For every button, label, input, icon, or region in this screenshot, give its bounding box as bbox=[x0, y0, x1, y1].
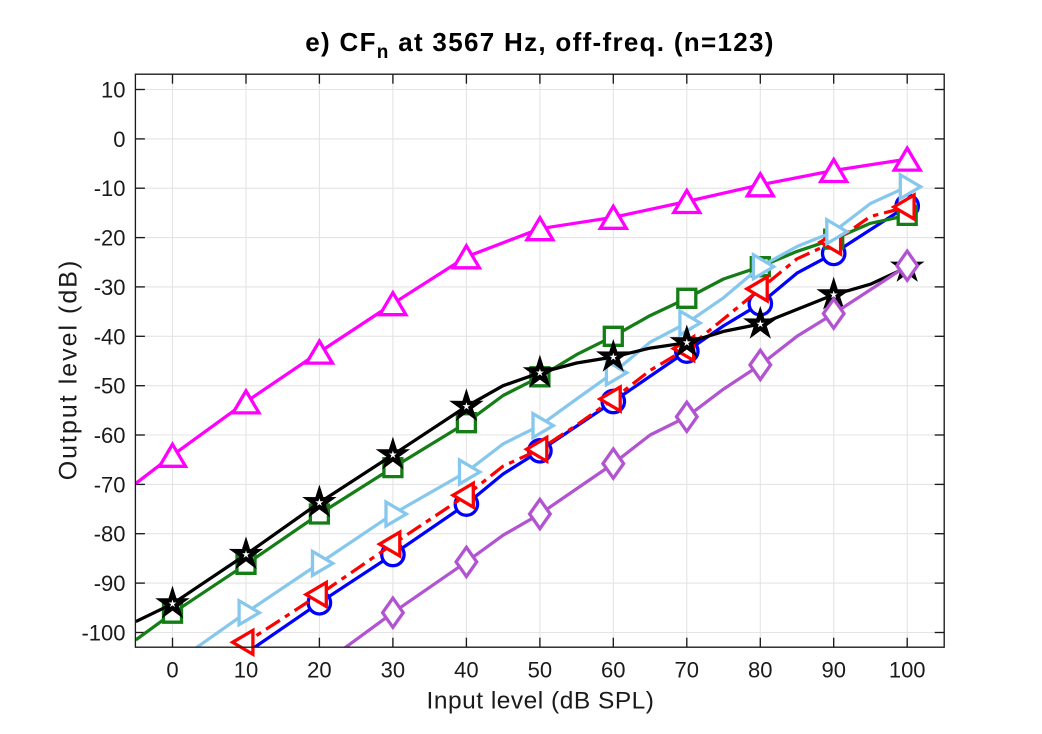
svg-text:Input level (dB SPL): Input level (dB SPL) bbox=[427, 688, 655, 715]
svg-text:-30: -30 bbox=[94, 275, 126, 300]
svg-text:0: 0 bbox=[166, 658, 178, 683]
svg-text:70: 70 bbox=[675, 658, 699, 683]
svg-text:-80: -80 bbox=[94, 522, 126, 547]
svg-text:-90: -90 bbox=[94, 571, 126, 596]
svg-text:-40: -40 bbox=[94, 324, 126, 349]
svg-text:-60: -60 bbox=[94, 423, 126, 448]
svg-text:-100: -100 bbox=[81, 621, 125, 646]
svg-text:-50: -50 bbox=[94, 374, 126, 399]
svg-text:100: 100 bbox=[889, 658, 926, 683]
svg-text:80: 80 bbox=[748, 658, 772, 683]
svg-text:-10: -10 bbox=[94, 176, 126, 201]
svg-text:30: 30 bbox=[381, 658, 405, 683]
svg-text:Output level (dB): Output level (dB) bbox=[55, 259, 83, 481]
svg-text:-20: -20 bbox=[94, 226, 126, 251]
svg-text:60: 60 bbox=[601, 658, 625, 683]
svg-text:10: 10 bbox=[234, 658, 258, 683]
svg-text:90: 90 bbox=[821, 658, 845, 683]
svg-text:10: 10 bbox=[101, 78, 125, 103]
svg-text:0: 0 bbox=[113, 127, 125, 152]
svg-text:40: 40 bbox=[454, 658, 478, 683]
svg-text:20: 20 bbox=[307, 658, 331, 683]
svg-text:50: 50 bbox=[528, 658, 552, 683]
svg-text:-70: -70 bbox=[94, 472, 126, 497]
